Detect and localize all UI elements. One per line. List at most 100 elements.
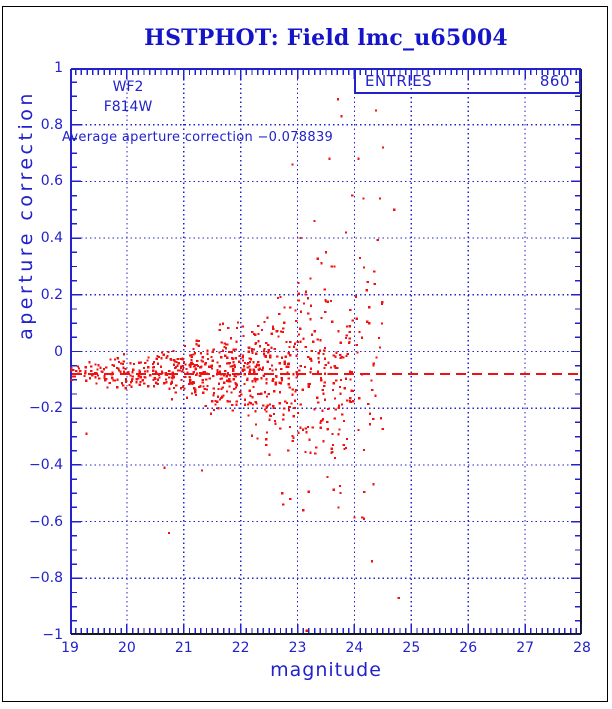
data-point [104,379,107,382]
data-point [350,389,353,392]
data-point [251,351,254,355]
data-point [319,426,322,429]
data-point [239,390,242,394]
data-point [342,356,345,359]
grid-lines [72,70,580,633]
data-point [236,326,239,330]
data-point [296,411,300,415]
data-point [216,395,220,398]
data-point [269,354,272,357]
data-point [368,322,371,325]
data-point [227,380,230,383]
data-point [206,352,209,355]
data-point [287,409,291,412]
data-point [242,334,245,337]
data-point [251,403,255,406]
data-point [233,387,236,391]
data-point [139,380,142,384]
data-point [295,354,298,357]
y-tick-label: 0 [54,343,63,360]
data-point [131,375,134,378]
data-point [111,364,114,367]
data-point [371,388,374,392]
data-point [291,439,294,443]
data-point [324,299,327,302]
data-point [297,299,300,302]
data-point [254,333,257,336]
data-point [299,310,303,313]
data-point [306,425,310,429]
data-point [323,366,326,370]
data-point [193,387,196,390]
data-point [216,371,219,374]
data-point [372,364,375,367]
data-point [116,386,119,389]
data-point [227,362,230,365]
data-point [292,436,295,439]
data-point [313,408,316,411]
data-point [170,398,173,401]
data-point [235,400,238,403]
data-point [106,386,109,389]
data-point [176,369,180,372]
data-point [166,372,169,375]
data-point [228,400,231,403]
data-point [267,351,270,354]
data-point [155,381,158,384]
data-point [202,391,205,394]
data-point [172,374,175,377]
data-point [211,350,215,353]
data-point [268,403,272,406]
data-point [172,387,176,390]
x-axis-title: magnitude [270,659,382,681]
data-point [263,391,267,394]
data-point [272,377,275,381]
data-point [170,376,173,379]
data-point [232,378,235,381]
data-point [373,270,376,273]
data-point [325,300,328,303]
data-point [94,376,97,379]
data-point [273,419,277,423]
data-point [320,262,323,265]
data-point [256,437,259,440]
data-point [276,296,280,300]
data-point [316,257,319,260]
data-point [284,400,287,403]
data-point [121,362,125,366]
data-point [258,345,261,348]
data-point [216,369,219,372]
data-point [283,362,286,366]
data-point [301,428,305,431]
data-point [345,336,348,339]
data-point [97,364,100,367]
data-point [111,377,114,380]
data-point [243,373,246,376]
data-point [252,361,255,364]
data-point [236,321,240,324]
data-point [339,378,343,382]
data-point [309,367,312,370]
data-point [177,362,180,365]
data-point-outlier [324,251,328,254]
data-point [331,433,334,436]
data-point [316,396,319,399]
data-point [283,360,286,363]
data-point [243,398,246,401]
data-point [352,400,355,403]
data-point [247,414,250,417]
data-point [243,368,246,371]
data-point [334,408,337,411]
data-point [155,370,158,373]
data-point [262,374,265,378]
data-point [166,355,169,358]
data-point-outlier [381,146,384,149]
data-point [156,382,159,386]
data-point [337,404,341,407]
data-point [326,475,329,479]
data-point [226,400,229,403]
data-point [275,375,278,378]
data-point [111,371,114,374]
x-tick-label: 25 [402,640,421,656]
data-point [189,378,192,382]
